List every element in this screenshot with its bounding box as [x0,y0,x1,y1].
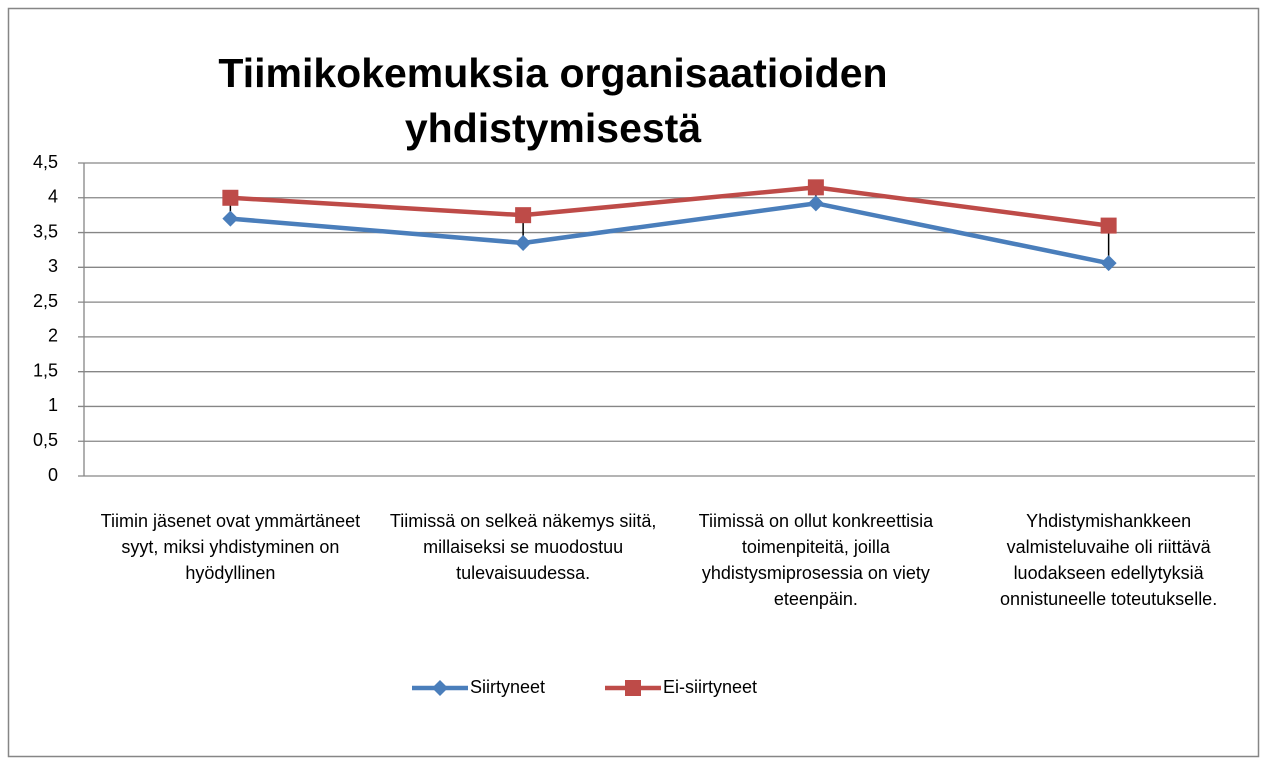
x-tick-label: Yhdistymishankkeen valmisteluvaihe oli r… [1000,511,1218,609]
series-line [230,201,1110,266]
marker [432,680,448,696]
y-tick-label: 1,5 [33,360,58,380]
series-line [230,185,1109,228]
marker [515,234,532,251]
y-tick-label: 4,5 [33,152,58,172]
y-tick-label: 0 [48,465,58,485]
marker [807,179,824,196]
marker [625,680,641,696]
x-tick-label: Tiimissä on ollut konkreettisia toimenpi… [698,511,934,609]
marker [222,189,239,206]
legend-label: Siirtyneet [470,677,545,697]
marker [515,207,532,224]
y-tick-label: 0,5 [33,430,58,450]
y-tick-label: 4 [48,187,58,207]
y-tick-label: 3,5 [33,221,58,241]
marker [807,195,824,212]
y-tick-label: 2 [48,326,58,346]
x-tick-label: Tiimin jäsenet ovat ymmärtäneet syyt, mi… [100,511,361,583]
marker [1100,217,1117,234]
legend-label: Ei-siirtyneet [663,677,757,697]
marker [1100,255,1117,272]
x-tick-label: Tiimissä on selkeä näkemys siitä, millai… [389,511,657,583]
marker [222,210,239,227]
chart-title: Tiimikokemuksia organisaatioiden yhdisty… [218,50,888,151]
chart-border [7,7,1260,758]
y-tick-label: 2,5 [33,291,58,311]
y-tick-label: 1 [48,395,58,415]
y-tick-label: 3 [48,256,58,276]
